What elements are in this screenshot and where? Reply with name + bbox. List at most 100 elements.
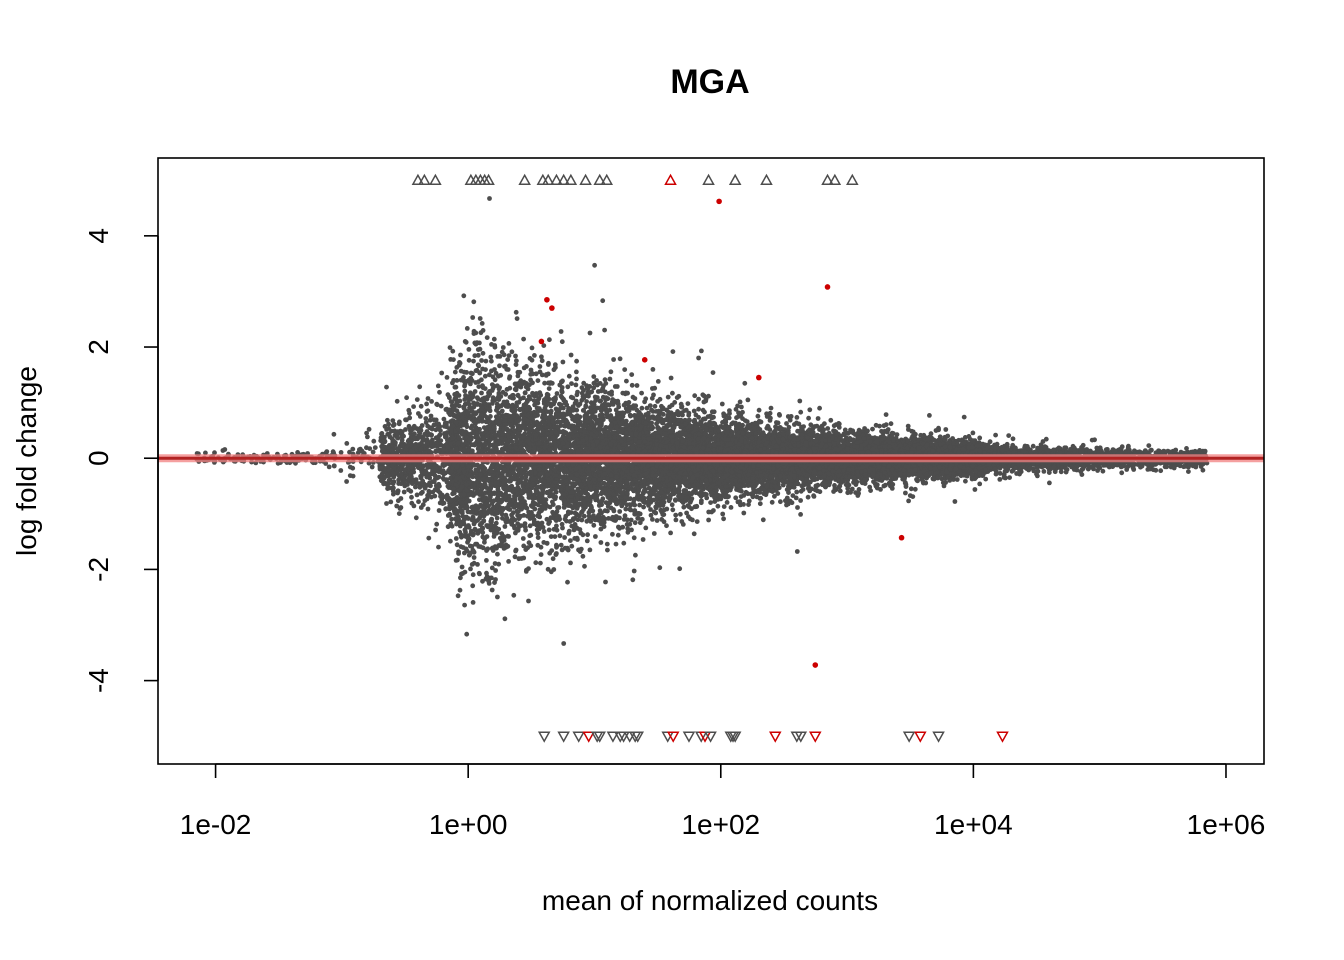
gene-point: [587, 547, 593, 553]
gene-point: [457, 523, 463, 529]
gene-point: [435, 383, 441, 389]
gene-point: [640, 537, 646, 542]
gene-point: [728, 505, 734, 510]
gene-point: [593, 534, 598, 539]
gene-point: [568, 538, 573, 543]
gene-point: [436, 544, 441, 550]
gene-point: [584, 399, 589, 404]
gene-point: [591, 522, 597, 528]
gene-point: [600, 298, 606, 304]
gene-point: [559, 339, 565, 345]
gene-point: [825, 426, 831, 431]
gene-point: [625, 529, 631, 535]
gene-point: [511, 592, 517, 598]
gene-point: [1058, 469, 1064, 475]
gene-point: [561, 641, 567, 646]
gene-point: [495, 594, 500, 600]
gene-point: [1158, 468, 1164, 474]
gene-point: [468, 566, 473, 572]
gene-point: [622, 513, 628, 519]
gene-point: [856, 487, 862, 492]
gene-point: [212, 450, 217, 456]
gene-point: [566, 528, 572, 534]
gene-point: [970, 430, 976, 436]
gene-point: [815, 416, 821, 421]
gene-point: [691, 531, 697, 537]
gene-point: [477, 571, 482, 577]
gene-point: [628, 517, 634, 523]
gene-point: [737, 399, 743, 405]
gene-point: [470, 315, 476, 320]
gene-point: [326, 464, 332, 470]
chart-title: MGA: [670, 63, 749, 101]
gene-point: [513, 353, 518, 359]
gene-point: [560, 359, 566, 365]
gene-point: [473, 380, 479, 385]
gene-point: [420, 489, 425, 495]
gene-point: [817, 405, 822, 411]
gene-point: [535, 378, 541, 383]
gene-point: [444, 375, 450, 380]
gene-point: [514, 358, 519, 364]
gene-point: [739, 404, 744, 410]
gene-point: [565, 579, 570, 585]
gene-point: [539, 358, 545, 364]
gene-point: [631, 568, 637, 574]
gene-point: [977, 481, 983, 487]
gene-point: [587, 330, 593, 336]
gene-point: [413, 515, 419, 521]
gene-point: [427, 417, 433, 423]
gene-point: [426, 535, 432, 541]
gene-point: [548, 534, 554, 539]
gene-point: [684, 510, 689, 516]
gene-point: [641, 504, 646, 510]
gene-point: [499, 408, 505, 414]
gene-point: [927, 413, 932, 418]
plot-area: [158, 173, 1264, 743]
gene-point: [643, 525, 649, 531]
gene-point: [479, 358, 484, 363]
gene-point: [615, 532, 621, 538]
gene-point: [491, 336, 497, 342]
gene-point: [629, 382, 635, 388]
gene-point: [939, 476, 945, 482]
gene-point: [668, 530, 673, 536]
gene-point: [883, 422, 889, 428]
gene-point: [997, 471, 1003, 476]
gene-point: [603, 579, 608, 585]
gene-point: [513, 362, 519, 367]
gene-point: [756, 407, 762, 413]
gene-point: [428, 413, 434, 419]
gene-point: [741, 502, 746, 507]
gene-point: [462, 602, 467, 608]
gene-point: [438, 403, 444, 409]
gene-point: [529, 345, 535, 351]
gene-point: [611, 508, 617, 514]
gene-point: [559, 521, 565, 527]
gene-point: [568, 560, 573, 566]
gene-point: [694, 519, 700, 524]
gene-point: [670, 390, 675, 396]
gene-point: [338, 450, 344, 455]
gene-point: [706, 517, 711, 523]
gene-point: [475, 352, 481, 358]
gene-point: [746, 502, 751, 507]
gene-point: [649, 407, 654, 413]
gene-point: [466, 347, 472, 352]
gene-point: [449, 516, 454, 522]
gene-point: [784, 421, 789, 426]
gene-point: [546, 386, 552, 391]
gene-point: [472, 353, 478, 359]
gene-point: [680, 522, 686, 527]
gene-point: [439, 370, 445, 376]
gene-point: [569, 381, 574, 386]
gene-point: [573, 382, 579, 388]
gene-point: [648, 512, 654, 518]
gene-point: [453, 536, 459, 541]
gene-point: [715, 503, 721, 509]
gene-point: [469, 544, 475, 549]
gene-point: [471, 358, 476, 364]
gene-point: [394, 398, 400, 404]
gene-point: [828, 417, 834, 423]
